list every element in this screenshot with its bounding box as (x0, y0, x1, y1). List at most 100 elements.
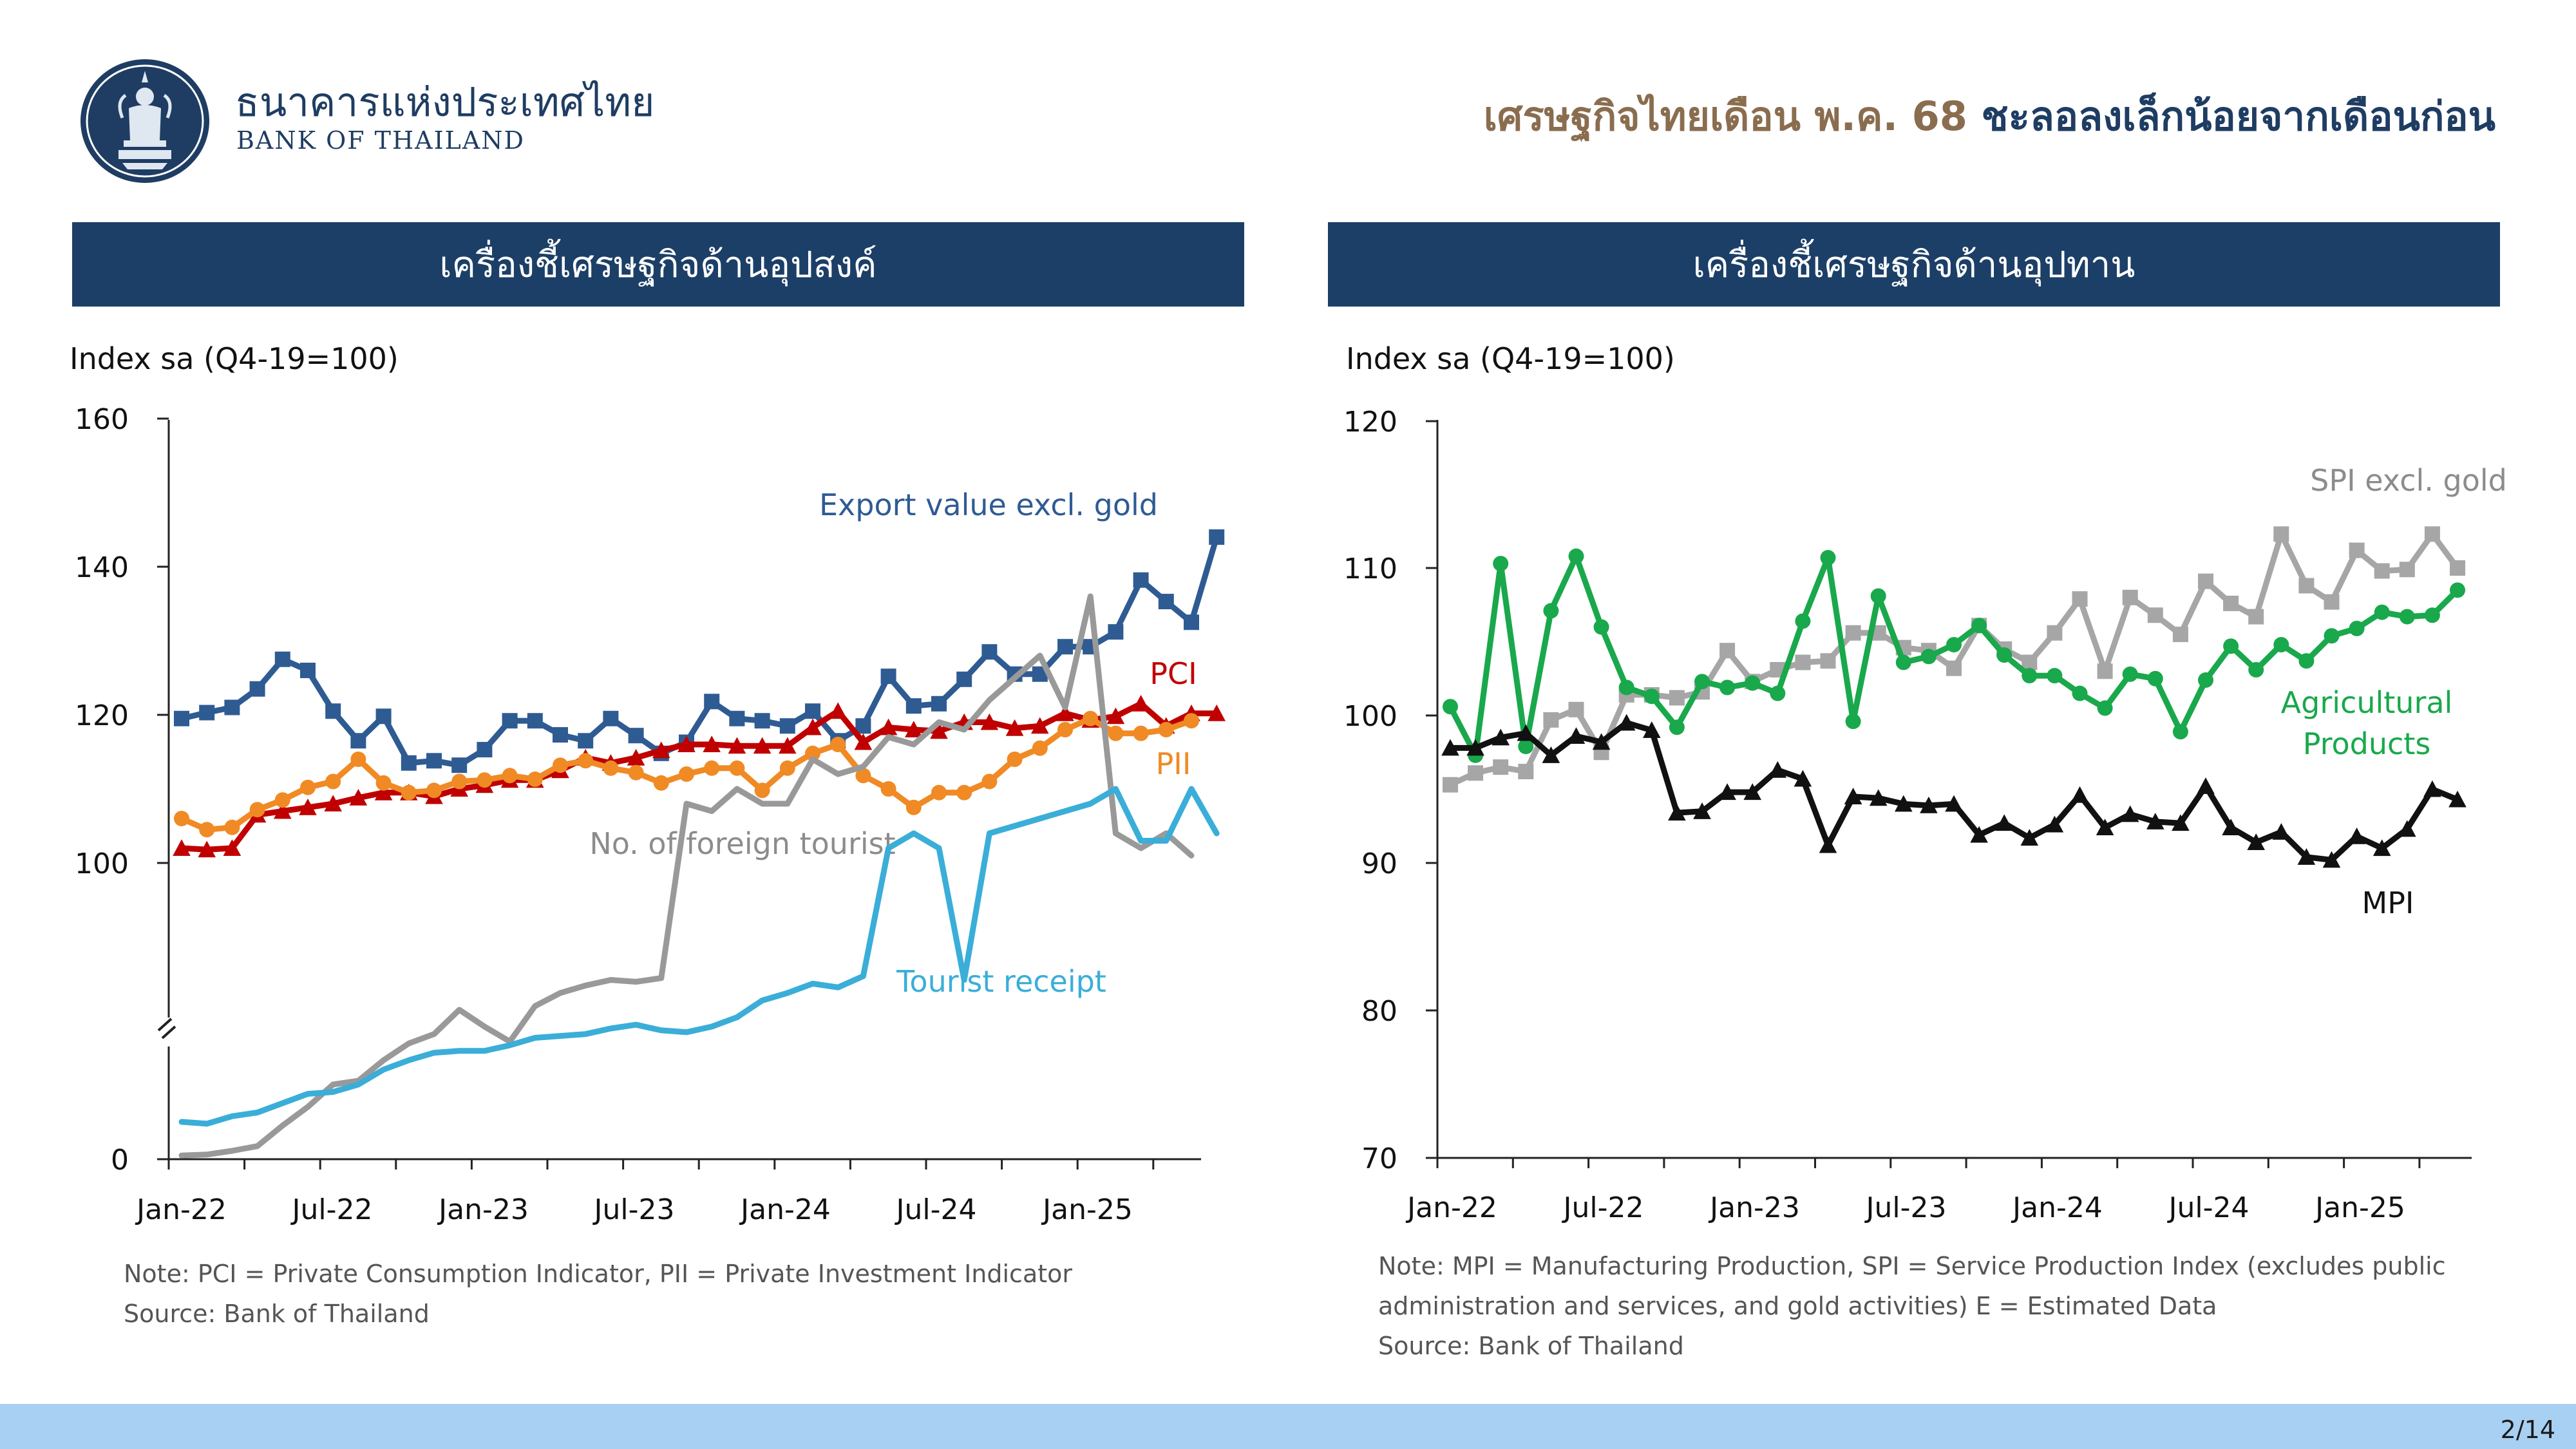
supply-series-1-point (1996, 647, 2012, 663)
demand-series-0-point (1158, 594, 1174, 610)
demand-series-2-point (704, 760, 720, 776)
demand-series-0-point (477, 742, 493, 758)
demand-series-2-point (1184, 713, 1199, 729)
supply-series-2-point (1945, 795, 1963, 812)
demand-series-0-point (350, 733, 366, 749)
supply-series-1-point (1770, 685, 1786, 701)
supply-note-source: Source: Bank of Thailand (1378, 1332, 1684, 1360)
supply-series-1-point (1593, 619, 1609, 635)
demand-series-2-point (1057, 722, 1073, 737)
demand-series-2-point (603, 760, 619, 776)
demand-axis-break-icon (157, 1018, 176, 1039)
supply-series-2-point (2448, 790, 2467, 808)
headline-part1: เศรษฐกิจไทยเดือน พ.ค. 68 (1483, 93, 1982, 140)
supply-series-2-point (1643, 721, 1661, 738)
supply-series-2-point (2247, 833, 2265, 850)
supply-series-2-point (1466, 739, 1484, 756)
demand-series-0-point (754, 713, 770, 729)
bank-logo: ธนาคารแห่งประเทศไทย BANK OF THAILAND (77, 57, 657, 185)
supply-x-tick-label: Jan-23 (1708, 1191, 1800, 1224)
supply-x-tick-label: Jul-22 (1562, 1191, 1644, 1224)
supply-series-2-point (2423, 780, 2441, 797)
demand-series-0-point (300, 663, 316, 678)
supply-series-1-point (2198, 672, 2213, 688)
supply-series-1-point (1568, 548, 1584, 564)
supply-panel-title: เครื่องชี้เศรษฐกิจด้านอุปทาน (1328, 222, 2500, 307)
supply-series-0-point (1669, 690, 1685, 706)
demand-series-0-point (375, 708, 392, 724)
supply-y-tick-label: 80 (1361, 995, 1397, 1028)
supply-series-label-0: SPI excl. gold (2310, 463, 2507, 498)
supply-series-2-point (2020, 829, 2039, 846)
supply-series-2-point (2272, 823, 2291, 840)
supply-series-1-point (2072, 685, 2088, 701)
page-headline: เศรษฐกิจไทยเดือน พ.ค. 68 ชะลอลงเล็กน้อยจ… (1484, 85, 2496, 148)
supply-series-2-point (1743, 783, 1761, 800)
footer-bar (0, 1404, 2576, 1449)
supply-series-0-point (2172, 627, 2188, 643)
demand-series-0-point (553, 727, 568, 743)
supply-series-label-line2: Products (2303, 726, 2431, 761)
supply-series-0-point (1543, 712, 1559, 728)
demand-series-label-2: PII (1156, 746, 1191, 781)
demand-series-2-point (729, 760, 745, 776)
supply-series-1-point (1518, 739, 1534, 755)
supply-series-0-point (1946, 660, 1962, 676)
supply-series-0-point (2198, 573, 2213, 589)
demand-series-1-point (829, 702, 847, 719)
demand-series-1-point (1132, 694, 1150, 712)
supply-series-label-1: Agricultural Products (2281, 685, 2453, 761)
demand-series-2-point (578, 753, 594, 769)
demand-series-label-1: PCI (1150, 656, 1197, 691)
demand-series-2-point (1158, 722, 1174, 737)
demand-series-2-point (401, 784, 417, 800)
supply-note: Note: MPI = Manufacturing Production, SP… (1378, 1246, 2512, 1366)
demand-series-0-point (1209, 529, 1225, 545)
supply-series-2-point (1718, 783, 1736, 800)
supply-series-2-point (2398, 820, 2416, 837)
supply-series-0-point (2374, 563, 2390, 579)
supply-series-2-point (2172, 814, 2190, 831)
supply-series-0-point (2273, 526, 2289, 542)
demand-series-2-point (451, 773, 468, 790)
demand-series-2-point (350, 752, 366, 767)
supply-series-2-point (1617, 714, 1636, 731)
demand-series-2-point (249, 802, 265, 818)
supply-series-0-point (2324, 594, 2340, 610)
demand-series-0-point (880, 668, 896, 685)
demand-series-label-4: Tourist receipt (896, 964, 1106, 999)
demand-series-1-point (728, 737, 746, 754)
supply-series-0-point (1719, 643, 1736, 659)
supply-series-1-point (2223, 638, 2239, 654)
supply-y-tick-label: 70 (1361, 1142, 1397, 1175)
supply-unit-label: Index sa (Q4-19=100) (1346, 341, 1675, 376)
supply-series-0-point (1795, 654, 1811, 670)
demand-series-0-point (224, 699, 240, 715)
demand-series-2-point (779, 760, 795, 776)
demand-series-0-point (174, 710, 189, 726)
supply-series-1-point (2248, 662, 2264, 678)
demand-series-line-3 (178, 593, 1195, 1159)
supply-series-0-point (2298, 578, 2315, 594)
demand-series-2-point (679, 766, 694, 782)
supply-series-0-point (1518, 764, 1534, 780)
supply-series-2-point (1995, 814, 2013, 831)
supply-series-1-point (2298, 653, 2315, 669)
supply-x-tick-label: Jan-22 (1405, 1191, 1497, 1224)
demand-series-0-point (274, 651, 290, 667)
demand-series-2-point (905, 799, 922, 815)
supply-series-0-point (2122, 589, 2138, 605)
supply-series-1-point (1719, 679, 1736, 696)
demand-series-0-point (527, 713, 543, 729)
supply-series-1-point (2349, 620, 2365, 636)
garuda-seal-icon (80, 59, 209, 183)
demand-series-2-point (502, 768, 518, 784)
demand-series-2-point (199, 822, 215, 838)
demand-series-2-point (830, 737, 846, 752)
supply-series-1-point (1946, 637, 1962, 653)
supply-x-tick-label: Jan-24 (2011, 1191, 2103, 1224)
demand-series-0-point (628, 728, 644, 744)
demand-series-0-point (325, 703, 341, 719)
supply-series-2-point (1592, 733, 1611, 750)
demand-series-0-point (603, 710, 619, 726)
